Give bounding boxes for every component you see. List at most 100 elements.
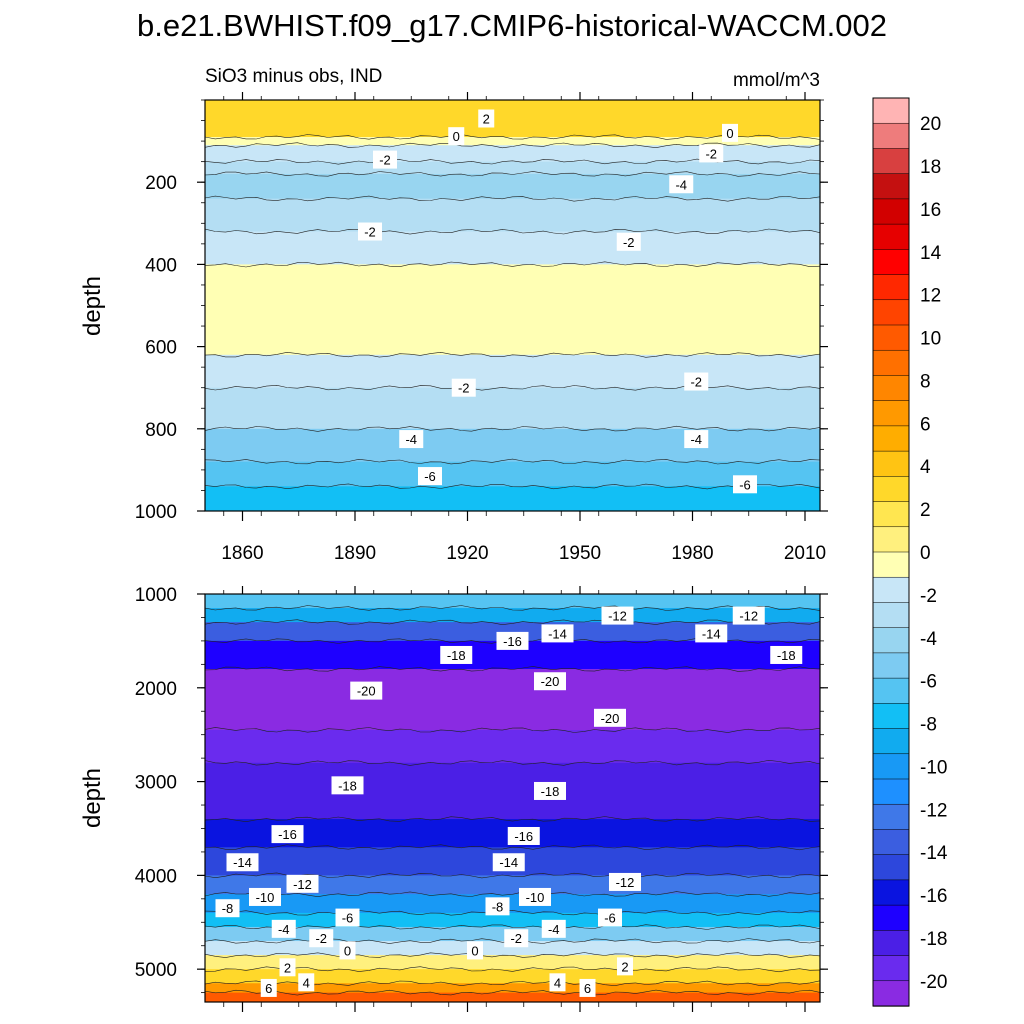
contour-label-text: -14	[233, 855, 252, 870]
contour-label-16: -14	[492, 853, 525, 872]
contour-line-5	[205, 727, 820, 733]
contour-label-text: 2	[483, 111, 490, 126]
colorbar-label: 14	[920, 243, 942, 264]
contour-label-text: -16	[503, 634, 522, 649]
colorbar-swatch	[872, 829, 910, 856]
contour-label-bg	[507, 826, 540, 845]
contour-label-15: -14	[226, 853, 259, 872]
contour-label-26: -4	[541, 919, 566, 938]
contour-label-text: -20	[541, 674, 560, 689]
contour-label-text: -12	[616, 875, 635, 890]
contour-label-14: -16	[507, 826, 540, 845]
contour-line-15	[205, 966, 820, 973]
contour-band-17	[205, 983, 820, 994]
colorbar-swatch	[872, 879, 910, 906]
contour-label-text: -2	[458, 381, 470, 396]
colorbar-swatch	[872, 602, 910, 629]
contour-label-1: 2	[478, 109, 495, 128]
contour-line-7	[205, 261, 820, 268]
contour-band-5	[205, 669, 820, 731]
colorbar-swatch	[872, 627, 910, 654]
contour-band-8	[205, 264, 820, 356]
contour-label-bg	[492, 853, 525, 872]
x-axis-upper: 1860 1890 1920 1950 1980 2010	[221, 92, 826, 564]
contour-band-2	[205, 136, 820, 146]
contour-label-bg	[215, 899, 240, 918]
contour-band-6	[205, 730, 820, 764]
colorbar-swatch	[872, 425, 910, 452]
contour-label-text: -2	[510, 931, 522, 946]
contour-band-14	[205, 941, 820, 956]
contour-line-10	[205, 425, 820, 432]
contour-line-10	[205, 891, 820, 898]
contour-label-bg	[271, 919, 296, 938]
contour-label-8: -2	[616, 232, 641, 251]
contour-label-11: -18	[331, 776, 364, 795]
colorbar-label: 10	[920, 329, 941, 350]
contour-label-32: 2	[617, 957, 633, 976]
contour-label-bg	[770, 645, 803, 664]
contour-label-text: -14	[702, 626, 721, 641]
contour-label-bg	[373, 150, 397, 169]
contour-label-7: -2	[358, 222, 382, 241]
contour-labels-deep: -12 -12-14 -14-16-18 -18-20-20-20-18 -18-16-…	[215, 606, 803, 997]
y-tick-label: 600	[145, 338, 177, 359]
contour-line-12	[205, 483, 820, 490]
contour-label-20: -10	[519, 887, 551, 906]
contour-label-13: -16	[271, 825, 304, 844]
contour-band-4	[205, 161, 820, 175]
contour-line-6	[205, 228, 820, 235]
contour-label-2: 0	[448, 127, 465, 146]
contour-line-9	[205, 872, 820, 879]
contour-label-29: 0	[339, 941, 356, 960]
colorbar-swatch	[872, 324, 910, 351]
y-tick-label: 1000	[135, 585, 177, 606]
contour-label-bg	[271, 825, 304, 844]
colorbar-swatch	[872, 274, 910, 301]
colorbar-label: -6	[920, 672, 937, 693]
contour-line-2	[205, 142, 820, 149]
contour-label-8: -20	[350, 681, 383, 700]
colorbar-label: 4	[920, 457, 931, 478]
contour-band-7	[205, 762, 820, 820]
panel-deep-ocean: -12 -12-14 -14-16-18 -18-20-20-20-18 -18-16-…	[79, 585, 828, 1012]
colorbar-swatch	[872, 551, 910, 578]
contour-label-30: 0	[467, 941, 483, 960]
contour-label-13: -6	[418, 467, 442, 486]
colorbar: 20181614121086420-2-4-6-8-10-12-14-16-18…	[872, 97, 948, 1007]
subtitle-left: SiO3 minus obs, IND	[205, 66, 382, 87]
contour-label-bg	[309, 929, 334, 948]
contour-label-bg	[496, 631, 529, 650]
contour-label-text: 0	[726, 126, 733, 141]
colorbar-swatch	[872, 375, 910, 402]
y-tick-label: 5000	[135, 960, 177, 981]
contour-label-text: -4	[405, 432, 417, 447]
colorbar-swatch	[872, 299, 910, 326]
contour-label-text: 2	[284, 960, 291, 975]
contour-label-bg	[249, 887, 281, 906]
contour-line-1	[205, 134, 820, 140]
colorbar-swatch	[872, 753, 910, 780]
contour-band-10	[205, 387, 820, 430]
contour-label-bg	[695, 624, 728, 643]
contour-band-5	[205, 173, 820, 200]
y-axis-label-upper: depth	[79, 276, 106, 336]
contour-label-33: 4	[298, 973, 315, 992]
colorbar-swatch	[872, 980, 910, 1007]
contour-lines-deep	[205, 605, 820, 996]
contour-label-27: -2	[309, 929, 334, 948]
contour-band-1	[205, 100, 820, 138]
y-tick-label: 400	[145, 255, 177, 276]
contour-label-bg	[684, 372, 709, 391]
contour-label-3: 0	[722, 123, 738, 142]
x-tick-label: 1860	[221, 543, 263, 564]
contour-label-text: -18	[338, 778, 357, 793]
contour-label-bg	[617, 957, 633, 976]
colorbar-frame	[872, 97, 910, 1007]
colorbar-label: 2	[920, 500, 931, 521]
colorbar-swatch	[872, 803, 910, 831]
contour-line-14	[205, 952, 820, 958]
contour-label-36: 6	[579, 978, 596, 997]
x-tick-label: 2010	[784, 543, 826, 564]
contour-label-bg	[534, 781, 566, 800]
